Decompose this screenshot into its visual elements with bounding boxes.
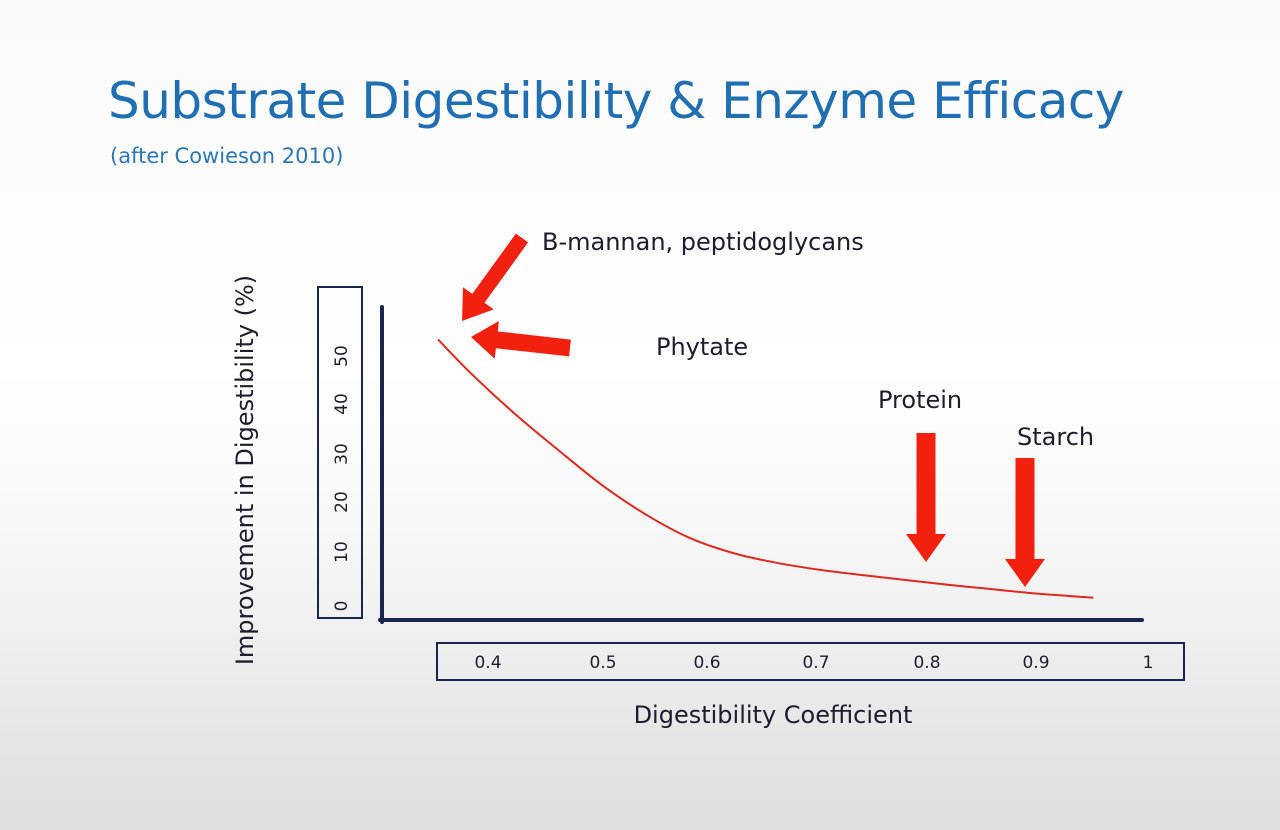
x-tick-label: 0.8 bbox=[913, 653, 940, 673]
slide-title: Substrate Digestibility & Enzyme Efficac… bbox=[108, 72, 1124, 130]
y-axis-label: Improvement in Digestibility (%) bbox=[231, 275, 259, 665]
series-layer bbox=[437, 338, 1094, 599]
y-tick-label: 50 bbox=[332, 345, 352, 367]
x-tick-label: 0.7 bbox=[802, 653, 829, 673]
y-tick-label: 0 bbox=[332, 601, 352, 612]
protein-arrow bbox=[906, 433, 946, 562]
x-tick-label: 0.4 bbox=[474, 653, 501, 673]
y-tick-label: 40 bbox=[332, 393, 352, 415]
x-tick-label: 0.5 bbox=[589, 653, 616, 673]
starch-arrow bbox=[1005, 458, 1045, 587]
x-axis-label: Digestibility Coefficient bbox=[634, 701, 913, 729]
x-tick-label: 0.6 bbox=[693, 653, 720, 673]
annotation-labels: B-mannan, peptidoglycans Phytate Protein St… bbox=[542, 228, 1094, 451]
x-tick-label: 1 bbox=[1143, 653, 1154, 673]
bmannan-arrow bbox=[462, 233, 529, 321]
annotation-starch: Starch bbox=[1017, 423, 1094, 451]
digestibility-curve bbox=[437, 338, 1094, 599]
annotation-protein: Protein bbox=[878, 386, 962, 414]
phytate-arrow bbox=[471, 321, 571, 359]
annotation-phytate: Phytate bbox=[656, 333, 748, 361]
y-tick-labels: 0 10 20 30 40 50 bbox=[332, 345, 352, 611]
y-tick-label: 10 bbox=[332, 541, 352, 563]
annotation-bmannan: B-mannan, peptidoglycans bbox=[542, 228, 864, 256]
y-tick-box bbox=[317, 286, 363, 619]
x-tick-labels: 0.4 0.5 0.6 0.7 0.8 0.9 1 bbox=[474, 653, 1153, 673]
x-tick-label: 0.9 bbox=[1022, 653, 1049, 673]
x-tick-box bbox=[436, 642, 1185, 681]
slide-subtitle: (after Cowieson 2010) bbox=[110, 144, 344, 168]
y-tick-label: 30 bbox=[332, 443, 352, 465]
y-tick-label: 20 bbox=[332, 491, 352, 513]
annotation-arrows bbox=[462, 233, 1045, 587]
